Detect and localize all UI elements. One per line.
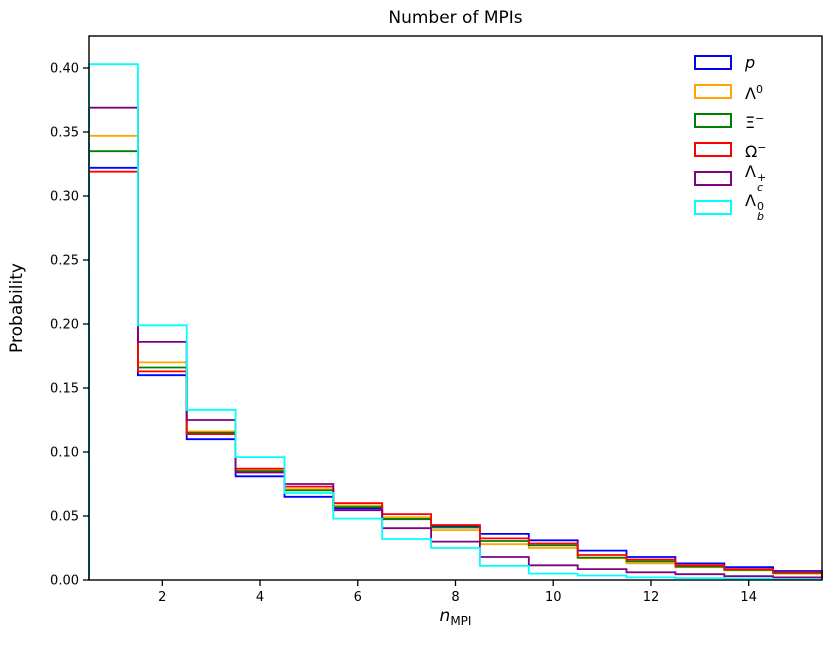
chart-title: Number of MPIs (388, 8, 523, 28)
legend-swatch (694, 171, 732, 186)
legend-swatch (694, 113, 732, 128)
legend-item-1: Λ0 (694, 79, 766, 104)
legend: p Λ0 Ξ− Ω− Λ + c Λ 0 b (694, 50, 766, 224)
x-tick-label: 8 (451, 590, 459, 605)
series-5-steps (88, 63, 823, 581)
x-tick-label: 14 (740, 590, 757, 605)
x-tick-label: 6 (354, 590, 362, 605)
y-tick-label: 0.20 (50, 318, 79, 333)
x-tick-label: 2 (158, 590, 166, 605)
x-tick-label: 10 (545, 590, 562, 605)
legend-swatch (694, 142, 732, 157)
y-tick-label: 0.00 (50, 574, 79, 589)
legend-item-3: Ω− (694, 137, 766, 162)
legend-item-2: Ξ− (694, 108, 766, 133)
y-tick-label: 0.25 (50, 254, 79, 269)
legend-swatch (694, 200, 732, 215)
x-axis-label-subscript: MPI (450, 614, 472, 628)
legend-swatch (694, 55, 732, 70)
y-tick-label: 0.40 (50, 62, 79, 77)
legend-swatch (694, 84, 732, 99)
legend-item-0: p (694, 50, 766, 75)
x-tick-label: 4 (256, 590, 264, 605)
legend-item-4: Λ + c (694, 162, 767, 194)
x-tick-label: 12 (643, 590, 660, 605)
legend-label: p (745, 52, 756, 72)
y-tick-label: 0.30 (50, 190, 79, 205)
x-axis-label-base: n (439, 606, 451, 626)
legend-label: Λ0 (745, 82, 763, 103)
y-tick-label: 0.05 (50, 510, 79, 525)
legend-label: Ξ− (745, 111, 765, 132)
series-3-steps (88, 170, 823, 580)
series-2-steps (88, 150, 823, 580)
legend-label: Ω− (745, 140, 767, 161)
series-0-steps (88, 166, 823, 580)
legend-label: Λ + c (745, 162, 767, 194)
x-axis-label: nMPI (89, 606, 822, 628)
y-tick-label: 0.15 (50, 382, 79, 397)
y-tick-label: 0.35 (50, 126, 79, 141)
y-axis-label: Probability (7, 263, 27, 353)
y-tick-label: 0.10 (50, 446, 79, 461)
series-4-steps (88, 106, 823, 580)
